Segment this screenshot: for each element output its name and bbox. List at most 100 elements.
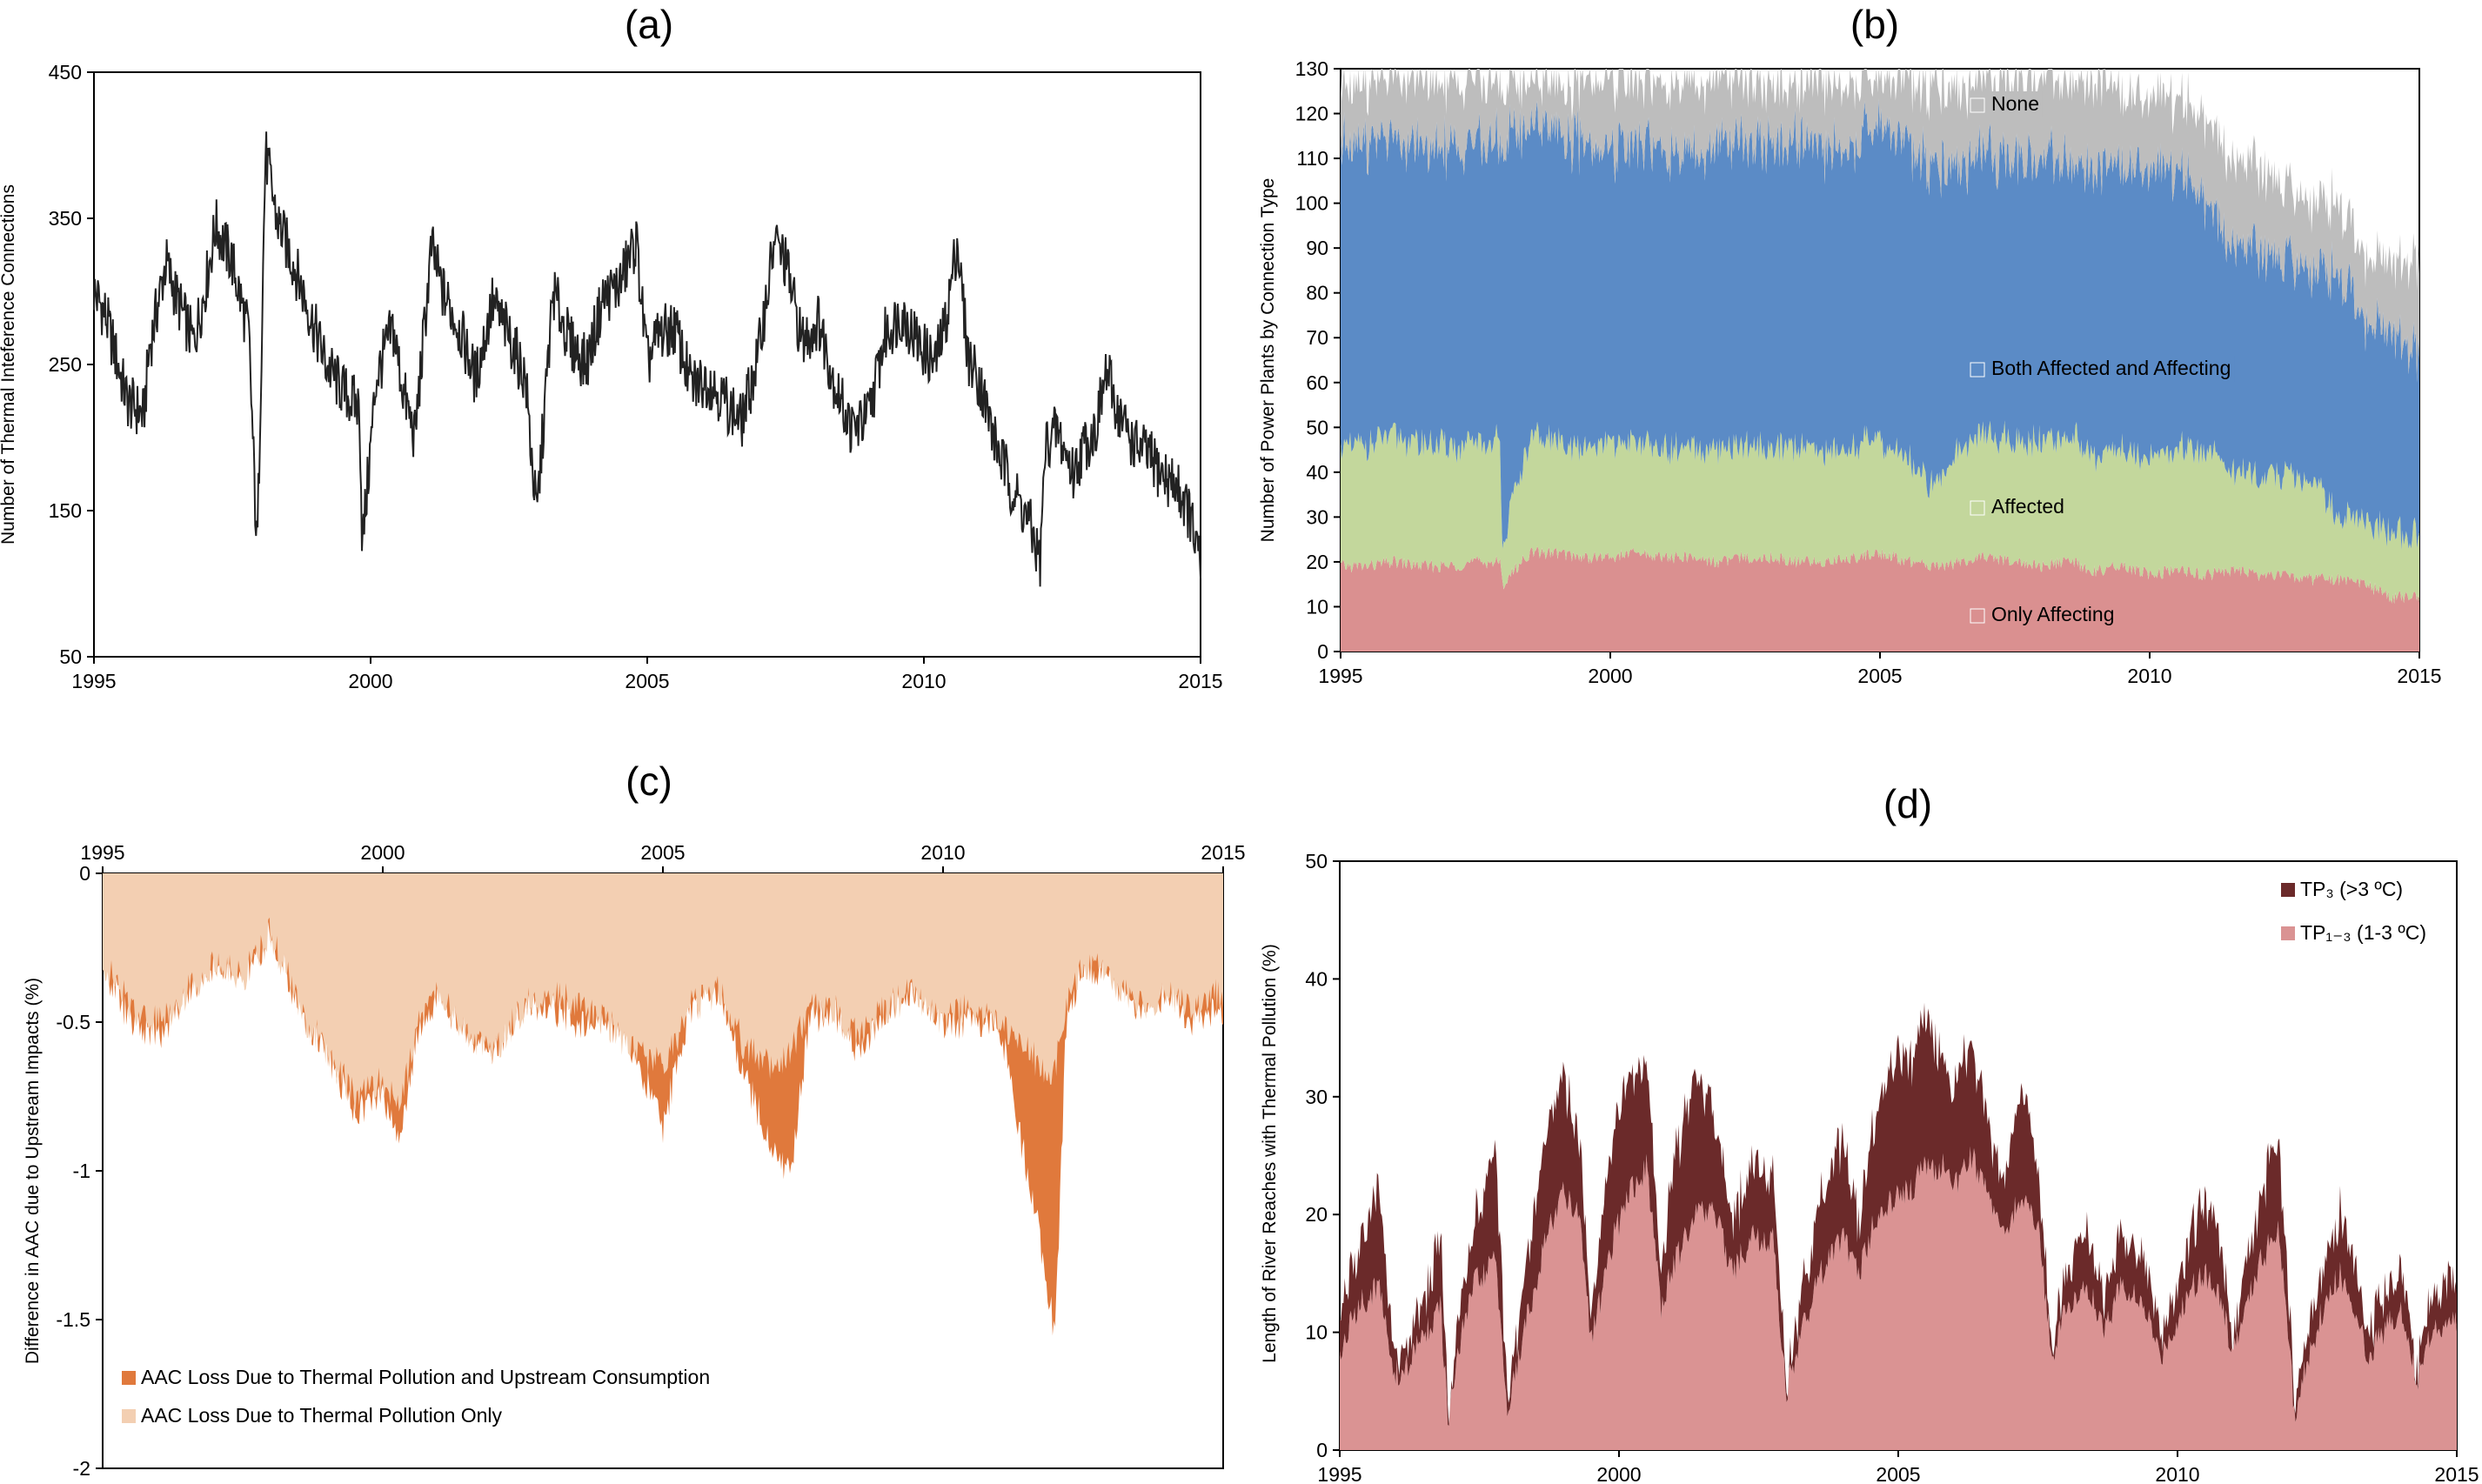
d-x-tick-label: 2010 xyxy=(2155,1463,2199,1484)
b-x-tick-label: 2010 xyxy=(2127,665,2171,687)
a-y-tick-label: 50 xyxy=(59,645,82,668)
b-series-area-3 xyxy=(1341,69,2419,383)
c-x-tick-label: 2010 xyxy=(920,841,965,864)
panel-d: (d) 1995 2000 2005 2010 2015 0 10 20 30 40 50 TP₃ … xyxy=(1260,781,2479,1484)
panel-b-legend-swatch xyxy=(1970,362,1985,378)
panel-d-plot-area xyxy=(1340,1002,2457,1450)
panel-d-legend-label: TP₃ (>3 ºC) xyxy=(2300,878,2403,900)
panel-c-legend-swatch xyxy=(122,1371,136,1385)
b-series-area-2 xyxy=(1341,98,2419,551)
c-y-tick-label: -1.5 xyxy=(56,1308,90,1331)
c-y-tick-label: -1 xyxy=(73,1160,90,1182)
b-y-tick-label: 110 xyxy=(1296,147,1328,170)
panel-b-legend-swatch xyxy=(1970,608,1985,624)
b-series-area-0 xyxy=(1341,546,2419,652)
panel-c-legend-label: AAC Loss Due to Thermal Pollution and Up… xyxy=(141,1366,710,1388)
b-y-tick-label: 20 xyxy=(1306,551,1328,573)
d-x-tick-label: 1995 xyxy=(1317,1463,1361,1484)
d-x-tick-label: 2005 xyxy=(1876,1463,1920,1484)
panel-d-legend-swatch xyxy=(2281,926,2295,940)
panel-d-legend-swatch xyxy=(2281,883,2295,897)
panel-c-y-axis-title: Difference in AAC due to Upstream Impact… xyxy=(23,978,43,1364)
a-x-tick-label: 2005 xyxy=(625,670,669,692)
panel-a-series-line xyxy=(93,131,1201,587)
d-y-tick-label: 0 xyxy=(1316,1439,1328,1461)
panel-d-legend: TP₃ (>3 ºC) TP₁₋₃ (1-3 ºC) xyxy=(2281,878,2426,944)
b-y-tick-label: 80 xyxy=(1306,282,1328,304)
panel-b-axes: 1995 2000 2005 2010 2015 0 10 20 30 40 50 60 70 80 90 1… xyxy=(1295,57,2442,687)
panel-b-label: (b) xyxy=(1850,2,1899,47)
d-y-tick-label: 50 xyxy=(1305,850,1328,872)
b-y-tick-label: 30 xyxy=(1306,505,1328,528)
c-y-tick-label: -0.5 xyxy=(56,1011,90,1033)
panel-b-legend: None Both Affected and Affecting Affected O… xyxy=(1970,91,2235,628)
panel-c-legend-label: AAC Loss Due to Thermal Pollution Only xyxy=(141,1404,503,1427)
panel-b-legend-label-bg xyxy=(1988,91,2043,117)
a-x-tick-label: 1995 xyxy=(71,670,116,692)
panel-d-axes: 1995 2000 2005 2010 2015 0 10 20 30 40 50 xyxy=(1305,850,2479,1484)
panel-a: (a) 1995 2000 2005 2010 2015 50 150 250 350 450 N… xyxy=(0,2,1223,692)
d-y-tick-label: 10 xyxy=(1305,1321,1328,1344)
panel-b: (b) 1995 2000 2005 2010 2015 0 10 20 30 40 50 60 70 8… xyxy=(1258,2,2442,687)
panel-d-legend-label: TP₁₋₃ (1-3 ºC) xyxy=(2300,921,2426,944)
d-y-tick-label: 20 xyxy=(1305,1203,1328,1226)
panel-a-y-axis-title: Number of Thermal Inteference Connection… xyxy=(0,184,18,545)
b-y-tick-label: 60 xyxy=(1306,371,1328,394)
panel-b-legend-label: None xyxy=(1991,92,2039,115)
c-y-tick-label: -2 xyxy=(73,1457,90,1480)
c-x-tick-label: 1995 xyxy=(80,841,124,864)
panel-a-axes: 1995 2000 2005 2010 2015 50 150 250 350 450 xyxy=(49,61,1223,692)
panel-b-legend-label-bg xyxy=(1988,494,2068,520)
panel-a-label: (a) xyxy=(625,2,673,47)
panel-b-legend-label: Affected xyxy=(1991,495,2064,518)
panel-b-legend-swatch xyxy=(1970,500,1985,516)
d-x-tick-label: 2015 xyxy=(2434,1463,2479,1484)
b-x-tick-label: 2015 xyxy=(2397,665,2441,687)
panel-c-label: (c) xyxy=(626,759,672,804)
b-y-tick-label: 0 xyxy=(1317,640,1328,663)
b-y-tick-label: 100 xyxy=(1295,192,1328,215)
d-y-tick-label: 30 xyxy=(1305,1086,1328,1108)
d-x-tick-label: 2000 xyxy=(1596,1463,1641,1484)
panel-c-plot-area xyxy=(103,873,1223,1336)
b-y-tick-label: 40 xyxy=(1306,461,1328,484)
panel-b-legend-label-bg xyxy=(1988,602,2118,628)
b-x-tick-label: 1995 xyxy=(1318,665,1362,687)
c-x-tick-label: 2005 xyxy=(640,841,685,864)
panel-d-y-axis-title: Length of River Reaches with Thermal Pol… xyxy=(1260,944,1280,1363)
panel-c-axes: 1995 2000 2005 2010 2015 -2 -1.5 -1 -0.5 0 xyxy=(56,841,1245,1480)
d-series-area-0 xyxy=(1340,1146,2457,1450)
a-y-tick-label: 250 xyxy=(49,353,82,376)
panel-a-plot-area xyxy=(93,131,1201,587)
a-x-tick-label: 2010 xyxy=(901,670,946,692)
panel-b-legend-label: Only Affecting xyxy=(1991,603,2115,625)
panel-d-label: (d) xyxy=(1883,781,1932,826)
d-series-area-1 xyxy=(1340,1002,2457,1426)
b-series-area-1 xyxy=(1341,420,2419,605)
c-y-tick-label: 0 xyxy=(79,862,90,885)
panel-b-legend-label-bg xyxy=(1988,356,2235,382)
a-x-tick-label: 2015 xyxy=(1178,670,1222,692)
panel-c-legend: AAC Loss Due to Thermal Pollution and Up… xyxy=(122,1366,710,1427)
panel-b-legend-label: Both Affected and Affecting xyxy=(1991,357,2231,379)
b-y-tick-label: 70 xyxy=(1306,326,1328,349)
b-y-tick-label: 130 xyxy=(1295,57,1328,80)
b-x-tick-label: 2005 xyxy=(1857,665,1902,687)
panel-c-legend-swatch xyxy=(122,1409,136,1423)
b-y-tick-label: 90 xyxy=(1306,237,1328,259)
a-x-tick-label: 2000 xyxy=(348,670,392,692)
b-x-tick-label: 2000 xyxy=(1588,665,1632,687)
d-y-tick-label: 40 xyxy=(1305,967,1328,990)
c-x-tick-label: 2015 xyxy=(1201,841,1245,864)
b-y-tick-label: 50 xyxy=(1306,416,1328,438)
a-y-tick-label: 350 xyxy=(49,207,82,230)
c-x-tick-label: 2000 xyxy=(360,841,405,864)
panel-b-y-axis-title: Number of Power Plants by Connection Typ… xyxy=(1258,178,1278,543)
a-y-tick-label: 450 xyxy=(49,61,82,84)
panel-a-plot-frame xyxy=(93,71,1201,658)
panel-b-legend-swatch xyxy=(1970,97,1985,113)
panel-b-plot-area xyxy=(1341,69,2419,652)
panel-c: (c) 1995 2000 2005 2010 2015 -2 -1.5 -1 -0.5 0 AA… xyxy=(23,759,1246,1480)
b-y-tick-label: 10 xyxy=(1306,595,1328,618)
